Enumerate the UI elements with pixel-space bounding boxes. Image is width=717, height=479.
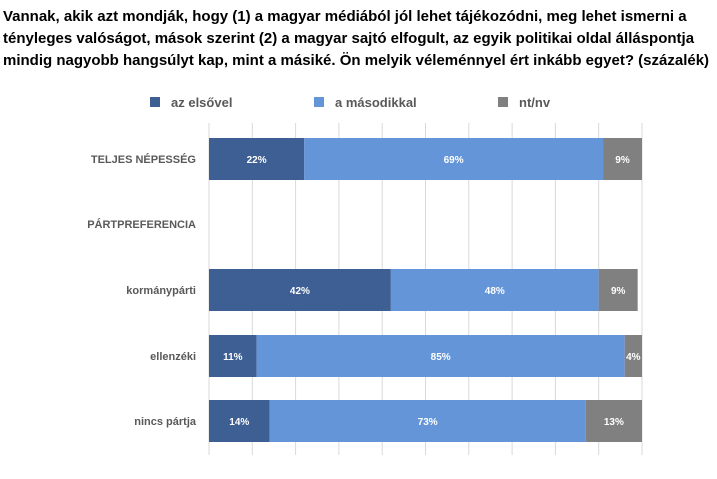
data-label: 48% bbox=[485, 286, 505, 297]
category-label: kormánypárti bbox=[126, 285, 196, 297]
data-label: 22% bbox=[247, 155, 267, 166]
legend-label: az elsővel bbox=[171, 94, 233, 110]
legend-label: nt/nv bbox=[519, 94, 551, 110]
data-label: 11% bbox=[223, 352, 243, 363]
bar-segment bbox=[304, 138, 604, 180]
data-label: 69% bbox=[444, 155, 464, 166]
title-line: tényleges valóságot, mások szerint (2) a… bbox=[3, 30, 695, 47]
legend-swatch bbox=[314, 97, 324, 107]
data-label: 9% bbox=[615, 155, 630, 166]
bar-segment bbox=[603, 138, 642, 180]
title-line: mindig nagyobb hangsúlyt kap, mint a más… bbox=[3, 52, 710, 69]
category-label: PÁRTPREFERENCIA bbox=[87, 218, 196, 231]
bar-segment bbox=[598, 269, 638, 311]
legend-item-az-elsovel: az elsővel bbox=[150, 92, 232, 112]
bar-segment bbox=[269, 400, 586, 442]
bar-segment bbox=[209, 138, 305, 180]
bar-segment bbox=[390, 269, 599, 311]
data-label: 42% bbox=[290, 286, 310, 297]
category-label: nincs pártja bbox=[134, 416, 197, 428]
legend-item-a-masodikkal: a másodikkal bbox=[314, 92, 417, 112]
legend-label: a másodikkal bbox=[335, 94, 417, 110]
bar-segment bbox=[209, 335, 257, 377]
bar-segment bbox=[256, 335, 625, 377]
data-label: 13% bbox=[604, 417, 624, 428]
data-label: 73% bbox=[418, 417, 438, 428]
chart-legend: az elsővel a másodikkal nt/nv bbox=[0, 92, 717, 112]
bar-segment bbox=[209, 400, 270, 442]
title-line: Vannak, akik azt mondják, hogy (1) a mag… bbox=[3, 8, 687, 25]
category-label: TELJES NÉPESSÉG bbox=[91, 153, 196, 166]
legend-swatch bbox=[498, 97, 508, 107]
bar-segment bbox=[585, 400, 642, 442]
data-label: 85% bbox=[431, 352, 451, 363]
legend-swatch bbox=[150, 97, 160, 107]
data-label: 14% bbox=[229, 417, 249, 428]
bar-segment bbox=[209, 269, 391, 311]
bar-segment bbox=[624, 335, 642, 377]
category-label: ellenzéki bbox=[150, 351, 196, 363]
data-label: 4% bbox=[626, 352, 641, 363]
legend-item-nt-nv: nt/nv bbox=[498, 92, 550, 112]
data-label: 9% bbox=[611, 286, 626, 297]
chart-title: Vannak, akik azt mondják, hogy (1) a mag… bbox=[3, 6, 715, 72]
